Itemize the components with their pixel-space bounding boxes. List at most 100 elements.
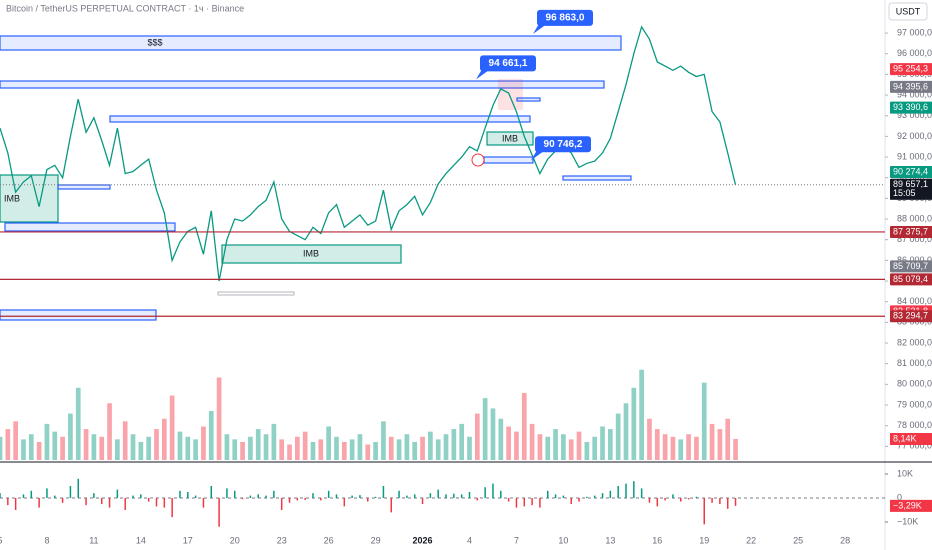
volume-bar — [490, 408, 496, 460]
price-badge — [890, 63, 932, 76]
x-tick-label: 23 — [277, 535, 287, 545]
y-tick-label: 79 000,0 — [897, 399, 932, 409]
x-tick-label: 14 — [136, 535, 146, 545]
imb-box — [0, 174, 59, 223]
volume-bar — [255, 429, 261, 460]
volume-bar — [44, 423, 50, 460]
price-badge — [890, 260, 932, 273]
y-tick-label: 84 000,0 — [897, 296, 932, 306]
volume-bar — [694, 436, 699, 460]
volume-bar — [161, 418, 167, 460]
volume-bar — [396, 439, 402, 460]
volume-bar — [201, 426, 206, 460]
volume-bar — [647, 418, 652, 460]
volume-bar — [678, 439, 684, 460]
volume-bar — [99, 436, 105, 460]
volume-bar — [295, 436, 300, 460]
price-badge-label: 85 709,7 — [893, 261, 928, 271]
zone-box — [217, 291, 295, 296]
volume-bar — [5, 429, 11, 460]
volume-bar — [467, 436, 472, 460]
callout-pointer — [531, 150, 545, 161]
callout-label: 96 863,0 — [546, 13, 585, 24]
volume-bar — [592, 436, 598, 460]
x-tick-label: 19 — [699, 535, 709, 545]
volume-bar — [326, 426, 331, 460]
price-badge-label: 83 294,7 — [893, 311, 928, 321]
callout-pointer — [533, 23, 547, 34]
annotation: $$$ — [147, 37, 162, 47]
x-tick-label: 16 — [652, 535, 662, 545]
price-line — [0, 25, 737, 282]
volume-bar — [75, 387, 81, 460]
price-badge — [890, 166, 932, 179]
volume-bar — [240, 441, 245, 460]
volume-bar — [130, 434, 136, 460]
volume-bar — [107, 403, 112, 460]
volume-bar — [443, 434, 449, 460]
y-tick-label: 86 000,0 — [897, 255, 932, 265]
y-tick-label: 78 000,0 — [897, 420, 932, 430]
zone-box — [516, 97, 541, 102]
volume-bar — [185, 436, 191, 460]
volume-bar — [216, 377, 222, 460]
y-tick-label: 91 000,0 — [897, 151, 932, 161]
osc-badge — [890, 499, 932, 512]
zone-box — [483, 156, 534, 164]
price-badge-label: 94 395,6 — [893, 81, 928, 91]
callout — [537, 9, 593, 26]
volume-bar — [553, 429, 558, 460]
y-tick-label: 88 000,0 — [897, 213, 932, 223]
x-tick-label: 13 — [605, 535, 615, 545]
volume-bar — [154, 429, 159, 460]
volume-bar — [302, 431, 308, 460]
zone-box — [0, 80, 605, 89]
volume-bar — [28, 434, 34, 460]
currency[interactable]: USDT — [896, 6, 921, 16]
volume-bar — [537, 434, 543, 460]
volume-bar — [639, 369, 644, 460]
volume-bar — [177, 431, 183, 460]
volume-bar — [83, 429, 89, 460]
zone-box — [0, 309, 157, 321]
callout-label: 90 746,2 — [544, 139, 583, 150]
volume-bar — [733, 439, 738, 460]
volume-bar — [169, 395, 175, 460]
y-tick-label: 94 000,0 — [897, 89, 932, 99]
x-tick-label: 29 — [371, 535, 381, 545]
currency-button[interactable] — [888, 2, 928, 21]
osc-badge-label: −3,29K — [893, 500, 922, 510]
y-tick-label: 87 000,0 — [897, 234, 932, 244]
volume-bar — [13, 421, 18, 460]
volume-bar — [138, 441, 144, 460]
callout — [535, 136, 591, 153]
x-tick-label: 4 — [467, 535, 472, 545]
x-tick-label: 25 — [793, 535, 803, 545]
volume-bar — [365, 444, 371, 460]
volume-bar — [568, 439, 574, 460]
volume-bar — [357, 434, 363, 460]
volume-bar — [115, 439, 120, 460]
volume-bar — [506, 426, 511, 460]
countdown: 15:05 — [893, 188, 916, 198]
annotation: IMB — [303, 248, 319, 258]
price-badge — [890, 80, 932, 93]
price-badge-label: 87 375,7 — [893, 226, 928, 236]
price-badge — [890, 225, 932, 238]
volume-bar — [146, 436, 152, 460]
volume-bar — [52, 431, 58, 460]
volume-bar — [248, 436, 253, 460]
volume-bar — [279, 439, 285, 460]
volume-bar — [459, 423, 465, 460]
volume-bar — [420, 436, 425, 460]
volume-bar — [21, 439, 26, 460]
volume-bar — [349, 439, 355, 460]
volume-bar — [334, 436, 339, 460]
volume-bar — [341, 441, 347, 460]
volume-bar — [474, 413, 480, 460]
volume-bar — [529, 423, 535, 460]
callout-pointer — [476, 69, 490, 80]
callout — [480, 55, 536, 72]
volume-bar — [615, 413, 621, 460]
